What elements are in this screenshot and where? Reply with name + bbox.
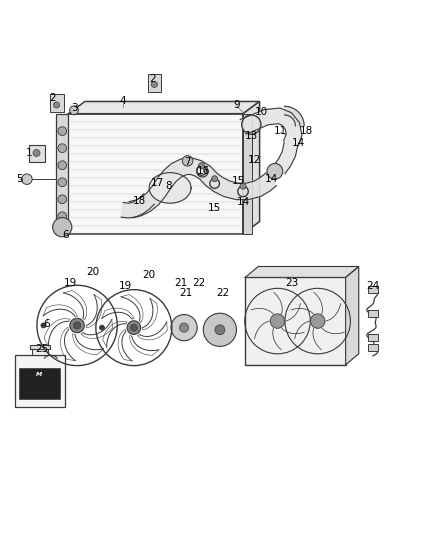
Circle shape (74, 322, 81, 329)
Text: 25: 25 (35, 344, 49, 354)
Bar (68, 114, 243, 234)
Circle shape (182, 156, 193, 166)
Text: 18: 18 (133, 196, 146, 206)
Circle shape (203, 313, 237, 346)
Circle shape (171, 314, 197, 341)
Text: 14: 14 (237, 197, 250, 207)
Bar (368, 344, 378, 351)
Polygon shape (68, 101, 260, 114)
Bar (368, 310, 378, 317)
Text: 22: 22 (217, 288, 230, 298)
Text: M: M (36, 372, 42, 377)
Text: 17: 17 (150, 177, 164, 188)
Bar (368, 286, 378, 293)
Polygon shape (149, 173, 191, 203)
Text: 20: 20 (86, 266, 99, 277)
Circle shape (70, 106, 78, 115)
Bar (56, 114, 68, 234)
Bar (32, 349, 48, 354)
Circle shape (127, 321, 141, 335)
Text: 24: 24 (366, 281, 379, 291)
Circle shape (180, 323, 189, 332)
FancyBboxPatch shape (148, 74, 161, 92)
Text: 18: 18 (300, 126, 313, 136)
Text: 10: 10 (254, 107, 268, 117)
Text: 12: 12 (248, 155, 261, 165)
Text: 20: 20 (143, 270, 155, 280)
Bar (243, 114, 251, 234)
Circle shape (58, 212, 67, 221)
Polygon shape (129, 158, 276, 218)
Text: 14: 14 (265, 174, 278, 184)
Text: 3: 3 (71, 103, 78, 114)
Circle shape (151, 82, 157, 87)
Circle shape (198, 163, 205, 169)
Text: 9: 9 (233, 100, 240, 110)
Text: 4: 4 (120, 95, 126, 106)
Circle shape (212, 176, 218, 182)
Circle shape (33, 149, 40, 157)
Text: 2: 2 (149, 74, 156, 84)
Circle shape (70, 318, 85, 333)
Circle shape (53, 217, 72, 237)
Circle shape (99, 325, 105, 330)
Circle shape (53, 102, 60, 108)
Text: 6: 6 (43, 319, 50, 329)
Bar (368, 334, 378, 341)
Polygon shape (285, 106, 304, 126)
Circle shape (131, 324, 137, 331)
Text: 16: 16 (197, 166, 210, 176)
Bar (30, 345, 50, 350)
Circle shape (270, 314, 285, 328)
Text: 15: 15 (208, 204, 221, 213)
Text: 11: 11 (273, 126, 287, 136)
Circle shape (58, 195, 67, 204)
Polygon shape (346, 266, 359, 365)
Circle shape (58, 127, 67, 135)
Text: 21: 21 (174, 278, 187, 288)
Polygon shape (274, 142, 298, 174)
Text: 22: 22 (193, 278, 206, 288)
Text: 23: 23 (286, 278, 299, 288)
Circle shape (215, 325, 225, 335)
Text: 8: 8 (166, 181, 172, 191)
Text: 14: 14 (292, 139, 305, 148)
Polygon shape (121, 193, 154, 218)
Text: 13: 13 (245, 132, 258, 141)
Circle shape (240, 183, 246, 189)
Circle shape (41, 323, 46, 328)
Text: 1: 1 (26, 148, 32, 158)
Text: 7: 7 (184, 157, 191, 167)
Circle shape (311, 314, 325, 328)
FancyBboxPatch shape (49, 94, 64, 111)
Text: 5: 5 (16, 174, 22, 184)
Text: 21: 21 (180, 288, 193, 298)
Polygon shape (240, 108, 302, 146)
Circle shape (58, 178, 67, 187)
Bar (19, 368, 60, 399)
Text: 15: 15 (232, 176, 245, 187)
Bar (245, 277, 346, 365)
Text: 19: 19 (119, 281, 132, 291)
Circle shape (58, 161, 67, 169)
Text: 2: 2 (49, 93, 56, 103)
Polygon shape (243, 101, 260, 234)
Circle shape (58, 144, 67, 152)
Text: 19: 19 (64, 278, 77, 288)
Polygon shape (245, 266, 359, 277)
Circle shape (21, 174, 32, 184)
Circle shape (267, 164, 283, 179)
Bar (14, 354, 65, 407)
Bar (28, 145, 45, 161)
Text: 6: 6 (62, 230, 69, 240)
